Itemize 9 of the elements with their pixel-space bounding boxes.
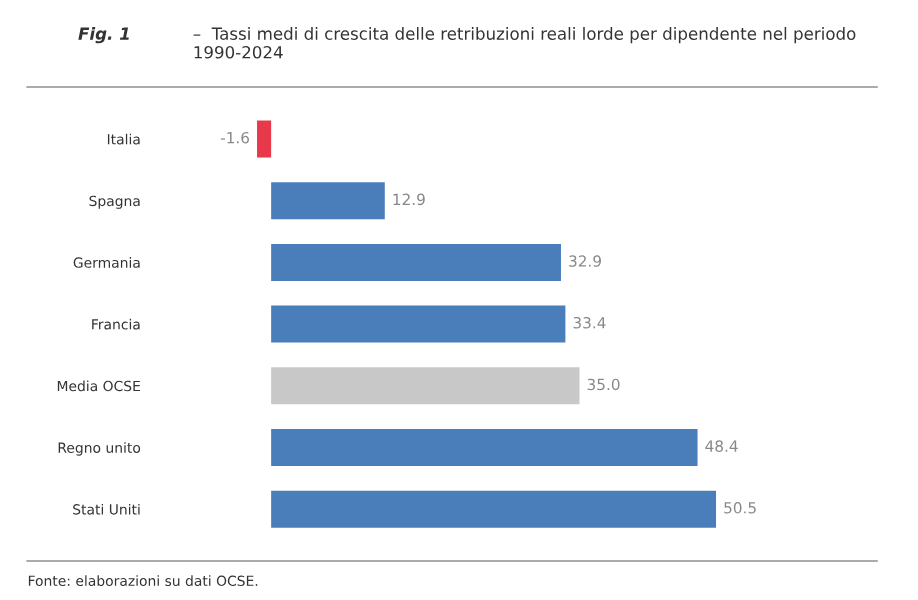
- bar: [271, 367, 580, 405]
- bar: [271, 490, 717, 528]
- bar: [271, 428, 698, 466]
- bar: [257, 120, 272, 158]
- chart-subtitle: – Tassi medi di crescita delle retribuzioni reali lorde per dipendente nel periodo 1990-2024: [193, 27, 856, 59]
- text: Fig. 1: [78, 27, 129, 44]
- bar: [271, 305, 566, 343]
- bar: [271, 243, 561, 281]
- bar: [271, 182, 385, 220]
